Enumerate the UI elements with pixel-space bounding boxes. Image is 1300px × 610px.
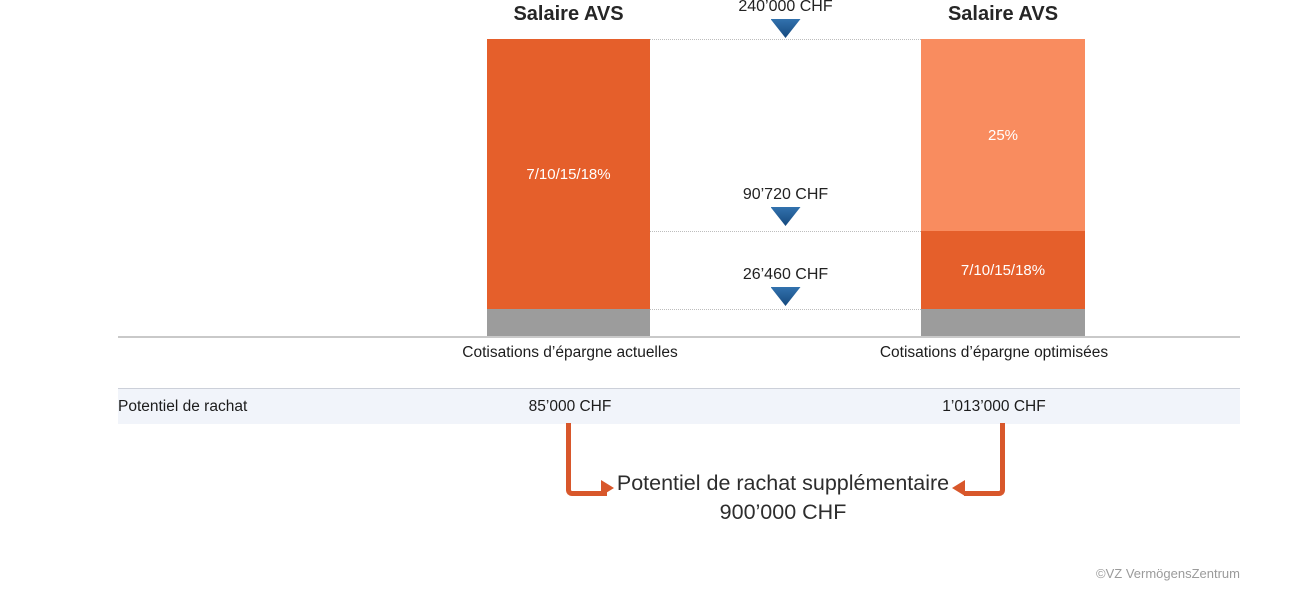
marker-90720: 90’720 CHF <box>650 186 921 226</box>
dotted-guide-line-26460 <box>650 309 921 310</box>
marker-240000: 240’000 CHF <box>650 0 921 38</box>
segment-label: 7/10/15/18% <box>960 261 1046 279</box>
dotted-guide-line-90720 <box>650 231 921 232</box>
bar-optimized: 25% 7/10/15/18% <box>921 39 1085 337</box>
bar-segment-base <box>487 309 650 337</box>
purchase-value-optimized: 1’013’000 CHF <box>942 397 1046 415</box>
bar-segment-bvg-rate: 7/10/15/18% <box>921 231 1085 309</box>
triangle-down-icon <box>770 19 801 38</box>
copyright-notice: ©VZ VermögensZentrum <box>1096 566 1240 581</box>
summary-amount: 900’000 CHF <box>719 500 847 524</box>
segment-label: 7/10/15/18% <box>526 165 611 183</box>
segment-label: 25% <box>987 126 1019 144</box>
axis-baseline <box>118 336 1240 338</box>
elbow-arrow-right <box>964 423 1005 496</box>
marker-26460: 26’460 CHF <box>650 266 921 306</box>
category-label-optimized: Cotisations d’épargne optimisées <box>879 344 1109 361</box>
bar-current: 7/10/15/18% <box>487 39 650 337</box>
purchase-potential-row: Potentiel de rachat 85’000 CHF 1’013’000… <box>118 388 1240 424</box>
purchase-row-label: Potentiel de rachat <box>118 397 248 415</box>
arrow-right-icon <box>601 480 614 496</box>
triangle-down-icon <box>770 287 801 306</box>
marker-label: 240’000 CHF <box>738 0 833 15</box>
bar-segment-base <box>921 309 1085 337</box>
dotted-guide-line-240000 <box>650 39 921 40</box>
triangle-down-icon <box>770 207 801 226</box>
summary-block: Potentiel de rachat supplémentaire 900’0… <box>533 469 1033 527</box>
bar-segment-25pct: 25% <box>921 39 1085 231</box>
elbow-arrow-left <box>566 423 607 496</box>
arrow-left-icon <box>952 480 965 496</box>
summary-title: Potentiel de rachat supplémentaire <box>616 471 950 495</box>
bar-title-current: Salaire AVS <box>513 3 624 25</box>
purchase-value-current: 85’000 CHF <box>528 397 612 415</box>
bar-segment-bvg-rate: 7/10/15/18% <box>487 39 650 309</box>
marker-label: 26’460 CHF <box>742 266 829 283</box>
marker-label: 90’720 CHF <box>742 186 829 203</box>
bar-title-optimized: Salaire AVS <box>947 3 1059 25</box>
category-label-current: Cotisations d’épargne actuelles <box>462 344 678 361</box>
